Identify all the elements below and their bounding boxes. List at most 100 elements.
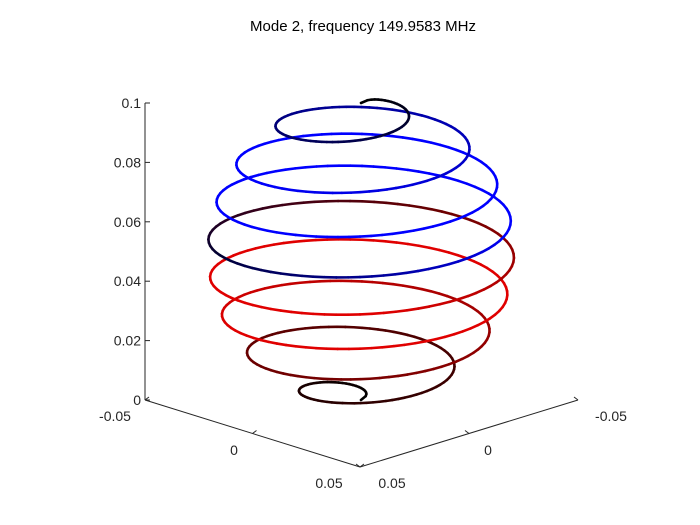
helix-series	[207, 98, 516, 405]
chart-title: Mode 2, frequency 149.9583 MHz	[250, 18, 476, 35]
z-tick-label: 0.02	[114, 333, 141, 349]
helix-segment	[452, 330, 464, 336]
helix-segment	[260, 305, 273, 311]
helix-segment	[244, 209, 255, 215]
helix-segment	[274, 168, 287, 173]
helix-segment	[377, 188, 389, 192]
helix-segment	[311, 312, 326, 316]
helix-segment	[275, 342, 288, 347]
x-tick-mark	[252, 430, 257, 434]
helix-segment	[246, 247, 257, 252]
helix-segment	[261, 205, 274, 210]
helix-segment	[406, 371, 418, 376]
y-tick-mark	[464, 430, 470, 434]
helix-segment	[408, 204, 422, 209]
helix-segment	[438, 300, 452, 306]
helix-segment	[395, 241, 410, 246]
helix-segment	[427, 172, 441, 177]
helix-segment	[381, 281, 395, 286]
helix-segment	[266, 229, 278, 234]
helix-segment	[422, 225, 435, 230]
helix-segment	[411, 285, 424, 291]
helix-segment	[296, 189, 308, 193]
helix-segment	[447, 176, 460, 183]
helix-segment	[360, 164, 375, 168]
helix-segment	[263, 243, 276, 248]
helix-segment	[251, 303, 263, 309]
helix-segment	[368, 189, 380, 193]
helix-segment	[302, 200, 317, 204]
helix-segment	[292, 239, 307, 244]
helix-segment	[279, 309, 293, 314]
helix-segment	[427, 302, 442, 308]
helix-segment	[368, 376, 381, 381]
helix-segment	[254, 245, 266, 250]
helix-segment	[372, 165, 387, 169]
helix-segment	[423, 367, 435, 373]
helix-segment	[275, 231, 288, 236]
x-tick-mark	[144, 396, 150, 401]
helix-segment	[250, 225, 261, 231]
helix-segment	[387, 374, 400, 379]
helix-segment	[403, 183, 414, 188]
helix-segment	[394, 308, 409, 314]
helix-segment	[405, 269, 420, 275]
helix-segment	[298, 280, 312, 285]
helix-segment	[443, 332, 456, 339]
helix-segment	[401, 136, 414, 141]
helix-segment	[267, 340, 279, 345]
helix-segment	[314, 346, 329, 350]
helix-segment	[431, 222, 444, 228]
helix-segment	[304, 190, 316, 194]
helix-segment	[473, 250, 484, 257]
helix-segment	[300, 274, 315, 278]
helix-segment	[417, 305, 431, 310]
x-ticks: -0.05 0 0.05	[99, 396, 365, 491]
helix-segment	[401, 284, 414, 289]
helix-segment	[380, 232, 395, 237]
helix-segment	[411, 137, 424, 142]
helix-segment	[466, 291, 478, 298]
helix-segment	[440, 210, 454, 216]
helix-segment	[391, 134, 404, 139]
helix-segment	[427, 246, 441, 252]
axes	[144, 103, 579, 468]
helix-segment	[360, 132, 374, 136]
helix-segment	[296, 374, 308, 379]
helix-segment	[236, 211, 247, 217]
helix-segment	[385, 186, 398, 191]
helix-segment	[405, 307, 420, 312]
helix-segment	[449, 217, 460, 223]
helix-segment	[447, 251, 460, 257]
helix-segment	[282, 240, 296, 245]
helix-segment	[359, 98, 369, 105]
helix-segment	[294, 166, 308, 170]
helix-segment	[473, 185, 484, 192]
z-tick-label: 0.1	[122, 95, 142, 111]
y-tick-label: -0.05	[595, 408, 627, 424]
helix-segment	[369, 346, 384, 350]
helix-segment	[438, 143, 450, 149]
helix-segment	[376, 328, 388, 332]
helix-segment	[447, 145, 458, 152]
helix-segment	[294, 345, 308, 349]
helix-segment	[432, 365, 443, 371]
helix-segment	[372, 200, 388, 205]
helix-segment	[391, 282, 405, 287]
helix-segment	[289, 273, 304, 278]
helix-segment	[417, 170, 431, 175]
x-tick-label: -0.05	[99, 408, 131, 424]
helix-segment	[304, 346, 318, 350]
helix-segment	[384, 201, 400, 206]
helix-segment	[313, 199, 328, 204]
z-tick-label: 0.06	[114, 214, 141, 230]
helix-segment	[265, 169, 278, 175]
helix-segment	[370, 311, 386, 316]
helix-segment	[396, 202, 411, 207]
helix-segment	[476, 221, 487, 228]
helix-segment	[284, 343, 297, 348]
helix-segment	[413, 340, 427, 345]
helix-segment	[368, 327, 380, 331]
helix-segment	[280, 202, 294, 207]
